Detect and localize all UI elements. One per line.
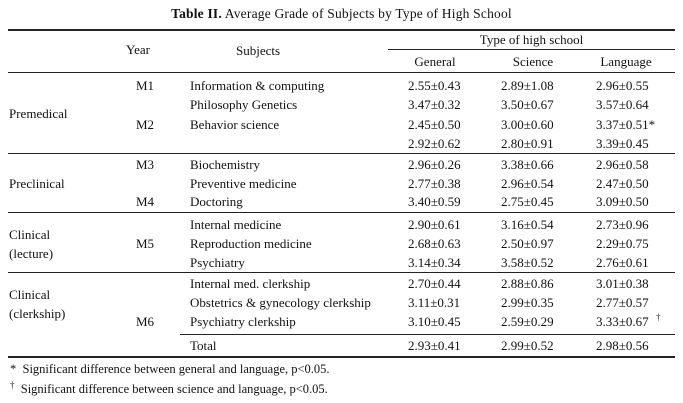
- science-cell: 3.50±0.67: [501, 97, 554, 112]
- science-cell: 3.58±0.52: [501, 255, 554, 270]
- total-science: 2.99±0.52: [501, 338, 554, 353]
- general-cell: 3.40±0.59: [408, 194, 461, 209]
- dagger-mark: †: [656, 312, 661, 322]
- science-cell: 2.59±0.29: [501, 314, 554, 329]
- header-type-of-high-school: Type of high school: [479, 32, 584, 47]
- language-cell: 3.09±0.50: [596, 194, 649, 209]
- header-subjects: Subjects: [236, 43, 281, 58]
- caption-text: Average Grade of Subjects by Type of Hig…: [224, 6, 512, 21]
- phase-clinical-clerkship-line1: Clinical: [9, 287, 51, 302]
- total-rule: [180, 334, 675, 335]
- science-cell: 3.00±0.60: [501, 117, 554, 132]
- header-rule: [8, 72, 675, 73]
- science-cell: 2.88±0.86: [501, 276, 554, 291]
- footnote-1-text: Significant difference between general a…: [22, 362, 330, 376]
- phase-clinical-lecture-line1: Clinical: [9, 227, 51, 242]
- header-science: Science: [512, 54, 554, 69]
- subject-cell: Preventive medicine: [190, 176, 297, 191]
- science-cell: 2.50±0.97: [501, 236, 554, 251]
- general-cell: 3.14±0.34: [408, 255, 461, 270]
- science-cell: 3.16±0.54: [501, 217, 554, 232]
- subject-cell: Obstetrics & gynecology clerkship: [190, 295, 371, 310]
- general-cell: 2.77±0.38: [408, 176, 461, 191]
- science-cell: 2.96±0.54: [501, 176, 554, 191]
- phase-clinical-clerkship-line2: (clerkship): [9, 306, 66, 321]
- footnote-1: * Significant difference between general…: [10, 362, 330, 377]
- section-rule-1: [8, 153, 675, 154]
- general-cell: 2.68±0.63: [408, 236, 461, 251]
- general-cell: 2.96±0.26: [408, 157, 461, 172]
- science-cell: 2.80±0.91: [501, 136, 554, 151]
- subject-cell: Biochemistry: [190, 157, 261, 172]
- top-rule: [8, 29, 675, 31]
- footnote-2: † Significant difference between science…: [10, 380, 328, 397]
- general-cell: 2.90±0.61: [408, 217, 461, 232]
- language-cell: 2.76±0.61: [596, 255, 649, 270]
- language-cell: 3.01±0.38: [596, 276, 649, 291]
- general-cell: 2.70±0.44: [408, 276, 461, 291]
- footnote-2-mark: †: [10, 380, 15, 390]
- year-m4: M4: [136, 194, 155, 209]
- section-rule-3: [8, 272, 675, 273]
- caption-label: Table II.: [171, 6, 222, 21]
- table-caption: Table II. Average Grade of Subjects by T…: [0, 6, 683, 22]
- phase-premedical: Premedical: [9, 106, 68, 121]
- header-language: Language: [600, 54, 652, 69]
- subject-cell: Doctoring: [190, 194, 243, 209]
- language-cell: 2.47±0.50: [596, 176, 649, 191]
- science-cell: 2.75±0.45: [501, 194, 554, 209]
- general-cell: 3.47±0.32: [408, 97, 461, 112]
- header-general: General: [414, 54, 456, 69]
- subject-cell: Internal med. clerkship: [190, 276, 311, 291]
- subject-cell: Behavior science: [190, 117, 280, 132]
- subject-cell: Reproduction medicine: [190, 236, 312, 251]
- year-m1: M1: [136, 78, 155, 93]
- general-cell: 2.45±0.50: [408, 117, 461, 132]
- subject-cell: Psychiatry: [190, 255, 245, 270]
- year-m5: M5: [136, 236, 155, 251]
- subject-cell: Information & computing: [190, 78, 325, 93]
- language-cell: 2.96±0.58: [596, 157, 649, 172]
- general-cell: 2.92±0.62: [408, 136, 461, 151]
- total-language: 2.98±0.56: [596, 338, 649, 353]
- phase-preclinical: Preclinical: [9, 176, 65, 191]
- subject-cell: Philosophy Genetics: [190, 97, 298, 112]
- science-cell: 3.38±0.66: [501, 157, 554, 172]
- section-rule-2: [8, 212, 675, 213]
- group-underline: [388, 49, 675, 50]
- year-m6: M6: [136, 314, 155, 329]
- language-cell: 2.77±0.57: [596, 295, 649, 310]
- total-general: 2.93±0.41: [408, 338, 461, 353]
- total-label: Total: [190, 338, 217, 353]
- bottom-rule: [8, 356, 675, 358]
- footnote-1-mark: *: [10, 362, 17, 376]
- language-cell: 3.57±0.64: [596, 97, 649, 112]
- general-cell: 3.10±0.45: [408, 314, 461, 329]
- language-cell: 2.29±0.75: [596, 236, 649, 251]
- year-m2: M2: [136, 117, 155, 132]
- language-cell: 3.37±0.51*: [596, 117, 656, 132]
- footnote-2-text: Significant difference between science a…: [20, 382, 328, 397]
- phase-clinical-lecture-line2: (lecture): [9, 246, 54, 261]
- year-m3: M3: [136, 157, 155, 172]
- subject-cell: Psychiatry clerkship: [190, 314, 296, 329]
- language-cell: 2.96±0.55: [596, 78, 649, 93]
- subject-cell: Internal medicine: [190, 217, 282, 232]
- general-cell: 2.55±0.43: [408, 78, 461, 93]
- language-cell: 3.33±0.67: [596, 314, 649, 329]
- header-year: Year: [126, 42, 150, 57]
- science-cell: 2.99±0.35: [501, 295, 554, 310]
- science-cell: 2.89±1.08: [501, 78, 554, 93]
- language-cell: 2.73±0.96: [596, 217, 649, 232]
- general-cell: 3.11±0.31: [408, 295, 461, 310]
- language-cell: 3.39±0.45: [596, 136, 649, 151]
